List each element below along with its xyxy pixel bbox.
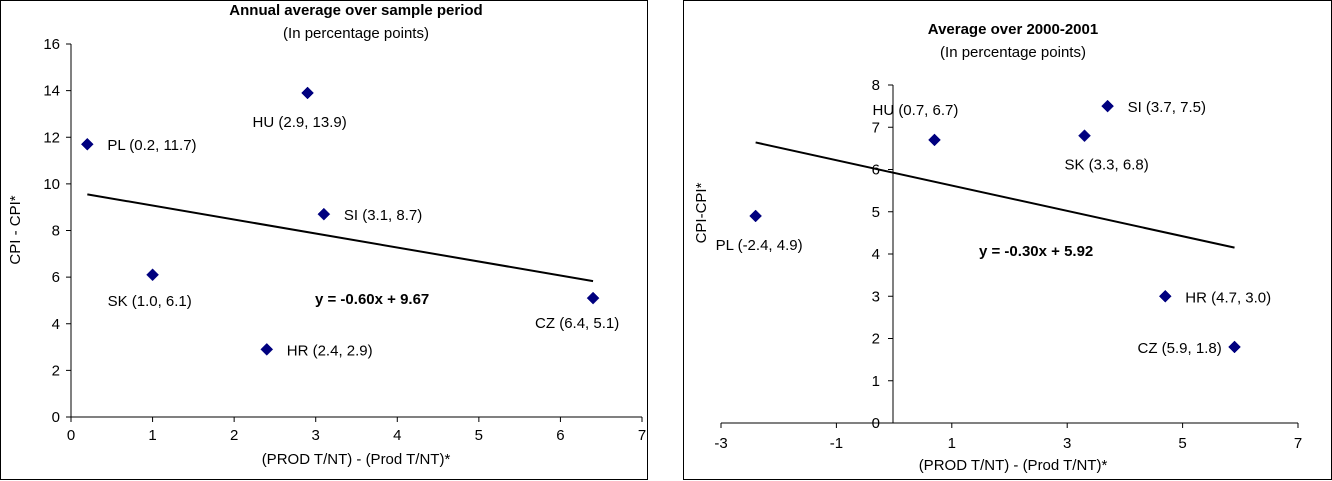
chart-frame xyxy=(683,0,1332,480)
y-tick-label: 0 xyxy=(872,415,880,432)
chart-panel-right: Average over 2000-2001 (In percentage poi… xyxy=(683,0,1332,480)
y-axis-label: CPI-CPI* xyxy=(693,182,710,243)
data-label-sk: SK (3.3, 6.8) xyxy=(1065,157,1149,174)
x-tick-label: 7 xyxy=(638,427,646,444)
chart-title: Average over 2000-2001 xyxy=(928,21,1098,38)
data-label-pl: PL (0.2, 11.7) xyxy=(107,137,196,154)
trend-line xyxy=(87,193,594,283)
x-axis-label: (PROD T/NT) - (Prod T/NT)* xyxy=(919,457,1108,474)
data-point-sk xyxy=(1078,129,1091,143)
x-tick-label: 2 xyxy=(230,427,238,444)
data-point-hu xyxy=(928,133,941,147)
y-tick-label: 5 xyxy=(872,204,880,221)
x-tick-label: 7 xyxy=(1294,435,1302,452)
y-tick-label: 14 xyxy=(43,83,60,100)
x-axis-label: (PROD T/NT) - (Prod T/NT)* xyxy=(262,451,451,468)
data-point-sk xyxy=(146,268,159,282)
y-tick-label: 16 xyxy=(43,36,60,53)
y-axis-label: CPI - CPI* xyxy=(7,195,24,264)
x-tick-label: 1 xyxy=(148,427,156,444)
chart-title: Annual average over sample period xyxy=(229,2,482,19)
data-point-pl xyxy=(749,209,762,223)
x-tick-label: 0 xyxy=(67,427,75,444)
chart-panel-left: Annual average over sample period (In per… xyxy=(0,0,648,480)
x-tick-label: 4 xyxy=(393,427,401,444)
data-label-hr: HR (2.4, 2.9) xyxy=(287,342,373,359)
y-tick-label: 4 xyxy=(52,316,60,333)
data-point-si xyxy=(1101,99,1114,113)
data-point-si xyxy=(317,207,331,221)
y-tick-label: 8 xyxy=(52,223,60,240)
trend-equation: y = -0.60x + 9.67 xyxy=(315,291,429,308)
x-tick-label: 3 xyxy=(312,427,320,444)
x-tick-label: -3 xyxy=(714,435,727,452)
y-tick-label: 6 xyxy=(52,269,60,286)
data-point-pl xyxy=(80,137,94,151)
x-tick-label: 5 xyxy=(1178,435,1186,452)
data-label-hu: HU (0.7, 6.7) xyxy=(872,102,958,119)
data-label-hu: HU (2.9, 13.9) xyxy=(253,114,347,131)
data-label-hr: HR (4.7, 3.0) xyxy=(1185,289,1271,306)
data-label-si: SI (3.1, 8.7) xyxy=(344,207,422,224)
y-tick-label: 7 xyxy=(872,119,880,136)
y-tick-label: 10 xyxy=(43,176,60,193)
x-tick-label: -1 xyxy=(830,435,843,452)
data-point-hu xyxy=(301,86,314,100)
y-tick-label: 1 xyxy=(872,373,880,390)
y-tick-label: 2 xyxy=(872,331,880,348)
data-point-hr xyxy=(1158,289,1172,303)
y-tick-label: 4 xyxy=(872,246,880,263)
scatter-chart-annual-average: Annual average over sample period (In per… xyxy=(0,0,648,480)
x-tick-label: 6 xyxy=(556,427,564,444)
trend-line xyxy=(755,141,1235,249)
scatter-chart-2000-2001: Average over 2000-2001 (In percentage poi… xyxy=(683,0,1332,480)
data-label-cz: CZ (5.9, 1.8) xyxy=(1138,340,1222,357)
y-tick-label: 0 xyxy=(52,409,60,426)
data-label-si: SI (3.7, 7.5) xyxy=(1128,99,1206,116)
y-tick-label: 12 xyxy=(43,129,60,146)
y-tick-label: 6 xyxy=(872,162,880,179)
x-tick-label: 3 xyxy=(1063,435,1071,452)
data-point-hr xyxy=(260,343,274,356)
chart-subtitle: (In percentage points) xyxy=(940,44,1086,61)
y-tick-label: 2 xyxy=(52,362,60,379)
y-tick-label: 8 xyxy=(872,77,880,94)
data-point-cz xyxy=(586,291,600,305)
data-label-sk: SK (1.0, 6.1) xyxy=(108,293,192,310)
trend-equation: y = -0.30x + 5.92 xyxy=(979,243,1093,260)
chart-frame xyxy=(0,0,648,480)
data-label-cz: CZ (6.4, 5.1) xyxy=(535,315,619,332)
x-tick-label: 5 xyxy=(475,427,483,444)
chart-subtitle: (In percentage points) xyxy=(283,25,429,42)
data-point-cz xyxy=(1228,340,1241,354)
x-tick-label: 1 xyxy=(948,435,956,452)
data-label-pl: PL (-2.4, 4.9) xyxy=(716,237,803,254)
y-tick-label: 3 xyxy=(872,288,880,305)
